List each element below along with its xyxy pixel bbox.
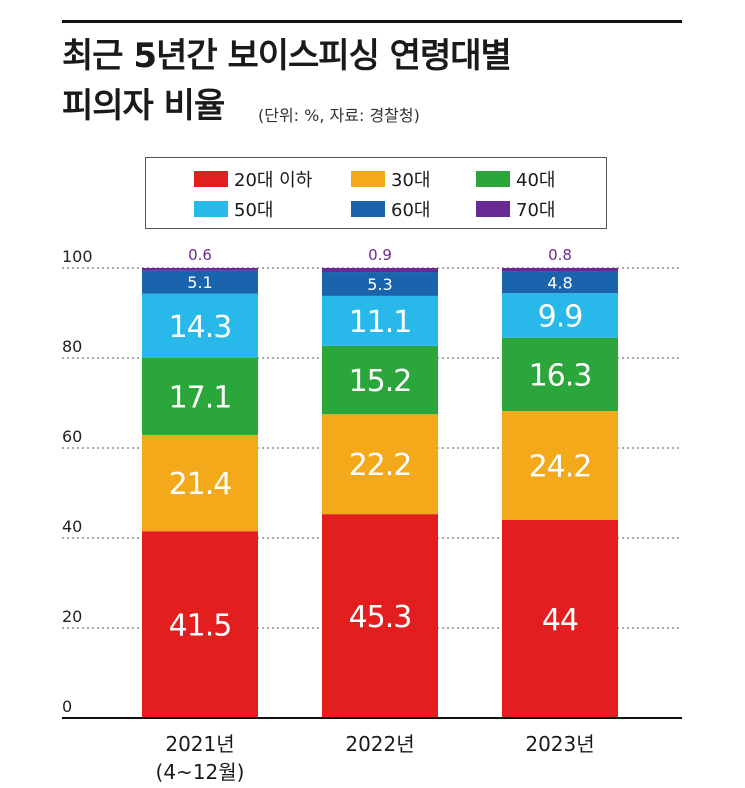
- legend-swatch: [194, 201, 228, 217]
- bar-segment: [502, 268, 618, 272]
- legend-swatch: [351, 171, 385, 187]
- data-label: 0.6: [188, 246, 212, 264]
- data-label: 11.1: [349, 305, 412, 340]
- chart-title-line2: 피의자 비율: [62, 86, 225, 126]
- bar-segment: [142, 268, 258, 271]
- bar-segment: [502, 337, 618, 412]
- x-category-label: 2021년 (4~12월): [120, 730, 280, 786]
- x-category-year: 2022년: [345, 732, 415, 756]
- data-label: 45.3: [349, 600, 412, 635]
- y-tick-label: 40: [62, 517, 82, 536]
- bar-segment: [142, 434, 258, 532]
- bar-segment: [502, 520, 618, 718]
- x-category-year: 2021년: [165, 732, 235, 756]
- data-label: 4.8: [547, 273, 572, 292]
- y-tick-label: 60: [62, 427, 82, 446]
- bar-segment: [502, 271, 618, 294]
- legend-swatch: [351, 201, 385, 217]
- bar-segment: [142, 358, 258, 435]
- legend-label: 40대: [516, 170, 556, 191]
- data-label: 5.3: [367, 275, 392, 294]
- legend-item: 40대: [476, 166, 555, 192]
- x-category-label: 2022년: [300, 730, 460, 758]
- x-category-label: 2023년: [480, 730, 640, 758]
- chart-title: 최근 5년간 보이스피싱 연령대별: [62, 36, 512, 76]
- bar-segment: [322, 272, 438, 296]
- bar-segment: [502, 293, 618, 338]
- x-category-year: 2023년: [525, 732, 595, 756]
- legend-swatch: [476, 171, 510, 187]
- bar-segment: [142, 531, 258, 718]
- bar-segment: [322, 345, 438, 415]
- top-rule: [62, 20, 682, 23]
- data-label: 0.9: [368, 246, 392, 264]
- legend-item: 50대: [194, 196, 273, 222]
- legend-label: 50대: [234, 200, 274, 221]
- chart-subtitle: (단위: %, 자료: 경찰청): [258, 106, 420, 125]
- data-label: 24.2: [529, 450, 592, 485]
- legend-item: 30대: [351, 166, 430, 192]
- legend-swatch: [194, 171, 228, 187]
- x-category-note: (4~12월): [155, 760, 245, 784]
- y-tick-label: 0: [62, 697, 72, 716]
- legend-item: 20대 이하: [194, 166, 312, 192]
- legend-item: 70대: [476, 196, 555, 222]
- legend-label: 20대 이하: [234, 170, 313, 191]
- data-label: 22.2: [349, 448, 412, 483]
- data-label: 16.3: [529, 358, 592, 393]
- data-label: 41.5: [169, 609, 232, 644]
- data-label: 44: [542, 603, 578, 638]
- bar-segment: [322, 514, 438, 718]
- legend-item: 60대: [351, 196, 430, 222]
- data-label: 14.3: [169, 310, 232, 345]
- legend-label: 70대: [516, 200, 556, 221]
- data-label: 5.1: [187, 273, 212, 292]
- legend-swatch: [476, 201, 510, 217]
- data-label: 0.8: [548, 246, 572, 264]
- bar-segment: [322, 295, 438, 346]
- data-label: 15.2: [349, 364, 412, 399]
- bar-segment: [322, 268, 438, 273]
- data-label: 9.9: [538, 299, 583, 334]
- bar-segment: [142, 293, 258, 358]
- bar-segment: [142, 270, 258, 294]
- legend-label: 60대: [391, 200, 431, 221]
- legend: 20대 이하 30대 40대 50대 60대 70대: [145, 157, 607, 229]
- data-label: 17.1: [169, 380, 232, 415]
- data-label: 21.4: [169, 467, 232, 502]
- bar-segment: [502, 411, 618, 520]
- y-tick-label: 80: [62, 337, 82, 356]
- y-tick-label: 20: [62, 607, 82, 626]
- bar-segment: [322, 414, 438, 515]
- legend-label: 30대: [391, 170, 431, 191]
- y-tick-label: 100: [62, 247, 93, 266]
